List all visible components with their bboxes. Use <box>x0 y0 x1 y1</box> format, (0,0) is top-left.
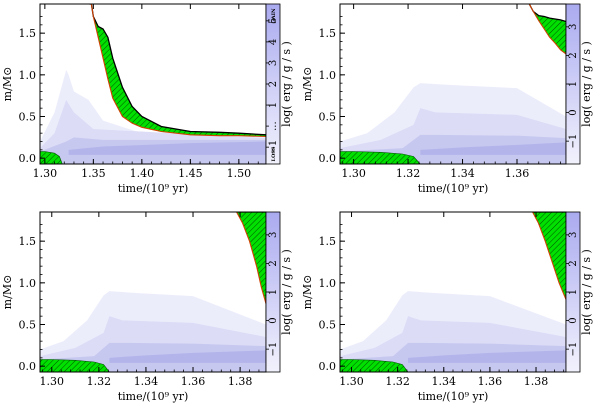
colorbar-tick-label: 3 <box>268 60 279 66</box>
colorbar-tick-label: 0 <box>568 317 579 323</box>
colorbar: −1 0 1 2 3 log( erg / g / s ) <box>565 211 593 373</box>
colorbar-title: log( erg / g / s ) <box>280 249 293 335</box>
x-tick-label: 1.36 <box>505 167 530 180</box>
x-tick-label: 1.30 <box>341 167 366 180</box>
x-tick-label: 1.40 <box>130 167 155 180</box>
x-tick-label: 1.30 <box>40 375 65 388</box>
y-tick-label: 1.0 <box>19 277 37 290</box>
x-tick-label: 1.34 <box>134 375 159 388</box>
colorbar-tick-label: 1 <box>268 289 279 295</box>
y-tick-label: 1.5 <box>319 27 337 40</box>
burning-shell <box>109 350 266 363</box>
colorbar-tick-label: 2 <box>268 260 279 266</box>
y-tick-label: 0.5 <box>19 319 37 332</box>
plot-area <box>340 4 566 164</box>
colorbar-tick-label: 1 <box>268 102 279 108</box>
colorbar-tick-label: 3 <box>268 232 279 238</box>
plot-area <box>40 4 266 164</box>
x-tick-label: 1.34 <box>432 375 457 388</box>
burning-shell <box>408 350 566 363</box>
x-tick-label: 1.36 <box>181 375 206 388</box>
x-tick-label: 1.36 <box>478 375 503 388</box>
y-tick-label: 0.0 <box>19 360 37 373</box>
colorbar-tick-label: 5 <box>268 18 279 24</box>
panel-top-left: 1.30 1.35 1.40 1.45 1.50 0.0 0.5 1.0 1.5 time/(10… <box>1 3 293 195</box>
panel-top-right: 1.30 1.32 1.34 1.36 0.0 0.5 1.0 1.5 time/(10⁹ yr… <box>301 3 593 195</box>
envelope-bottom-boundary <box>236 212 266 304</box>
colorbar-tick-label: 1 <box>568 289 579 295</box>
envelope-bottom-boundary <box>532 212 566 300</box>
colorbar-title: log( erg / g / s ) <box>580 249 593 335</box>
x-tick-label: 1.35 <box>81 167 106 180</box>
y-axis-title: m/M⊙ <box>1 275 14 310</box>
y-axis-title: m/M⊙ <box>301 67 314 102</box>
x-axis-title: time/(10⁹ yr) <box>418 182 489 195</box>
x-tick-label: 1.32 <box>385 375 410 388</box>
x-axis-title: time/(10⁹ yr) <box>118 390 189 403</box>
colorbar-tick-label: 4 <box>268 39 279 45</box>
colorbar-title: log( erg / g / s ) <box>580 41 593 127</box>
plot-area <box>340 212 566 372</box>
y-tick-label: 0.5 <box>319 319 337 332</box>
burning-shell <box>68 141 266 155</box>
y-tick-label: 0.5 <box>19 111 37 124</box>
colorbar-tick-label: 3 <box>568 232 579 238</box>
colorbar: −1... 1 2 3 4 5 log( erg / g / s ) GAIN LOSS <box>265 3 293 165</box>
colorbar-tick-label: 3 <box>568 24 579 30</box>
colorbar-tick-label: 0 <box>568 109 579 115</box>
x-tick-label: 1.30 <box>33 167 58 180</box>
colorbar-tick-label: −1 <box>568 342 579 357</box>
x-tick-label: 1.34 <box>450 167 475 180</box>
panel-bottom-right: 1.30 1.32 1.34 1.36 1.38 0.0 0.5 1.0 1.5 time/(10… <box>301 211 593 403</box>
y-tick-label: 1.0 <box>319 277 337 290</box>
y-tick-label: 1.0 <box>19 69 37 82</box>
x-tick-label: 1.38 <box>524 375 549 388</box>
y-tick-label: 1.5 <box>319 235 337 248</box>
envelope-convection-zone <box>236 212 266 304</box>
y-axis-title: m/M⊙ <box>301 275 314 310</box>
x-tick-label: 1.38 <box>228 375 253 388</box>
y-axis-title: m/M⊙ <box>1 67 14 102</box>
envelope-convection-zone <box>529 4 566 54</box>
colorbar-gain-label: GAIN <box>271 8 277 23</box>
colorbar-loss-label: LOSS <box>271 146 277 161</box>
colorbar-tick-label: −1 <box>568 134 579 149</box>
panel-bottom-left: 1.30 1.32 1.34 1.36 1.38 0.0 0.5 1.0 1.5 time/(10… <box>1 211 293 403</box>
x-tick-label: 1.32 <box>87 375 112 388</box>
y-tick-label: 1.5 <box>19 235 37 248</box>
colorbar-tick-label: 2 <box>568 52 579 58</box>
x-axis-title: time/(10⁹ yr) <box>418 390 489 403</box>
envelope-bottom-boundary <box>89 4 266 138</box>
y-tick-label: 1.5 <box>19 27 37 40</box>
x-tick-label: 1.30 <box>339 375 364 388</box>
colorbar-title: log( erg / g / s ) <box>280 41 293 127</box>
x-axis-title: time/(10⁹ yr) <box>118 182 189 195</box>
x-tick-label: 1.32 <box>396 167 421 180</box>
y-tick-label: 0.0 <box>319 152 337 165</box>
core-convection-zone <box>40 151 63 164</box>
colorbar-tick-label: 2 <box>268 81 279 87</box>
colorbar-tick-label: −1 <box>268 342 279 357</box>
colorbar: −1 0 1 2 3 log( erg / g / s ) <box>565 3 593 165</box>
envelope-convection-zone <box>89 4 266 137</box>
colorbar-tick-label: ... <box>268 121 279 131</box>
x-tick-label: 1.50 <box>227 167 252 180</box>
colorbar-tick-label: 2 <box>568 260 579 266</box>
colorbar-tick-label: 0 <box>268 317 279 323</box>
plot-area <box>40 212 266 372</box>
x-tick-label: 1.45 <box>178 167 203 180</box>
y-tick-label: 0.5 <box>319 111 337 124</box>
colorbar-tick-label: 1 <box>568 81 579 87</box>
colorbar-tick-label: −1 <box>268 140 279 155</box>
envelope-bottom-boundary <box>528 4 566 55</box>
y-tick-label: 0.0 <box>319 360 337 373</box>
burning-shell <box>420 142 566 155</box>
y-tick-label: 0.0 <box>19 152 37 165</box>
envelope-top-boundary <box>89 4 266 136</box>
y-tick-label: 1.0 <box>319 69 337 82</box>
colorbar: −1 0 1 2 3 log( erg / g / s ) <box>265 211 293 373</box>
